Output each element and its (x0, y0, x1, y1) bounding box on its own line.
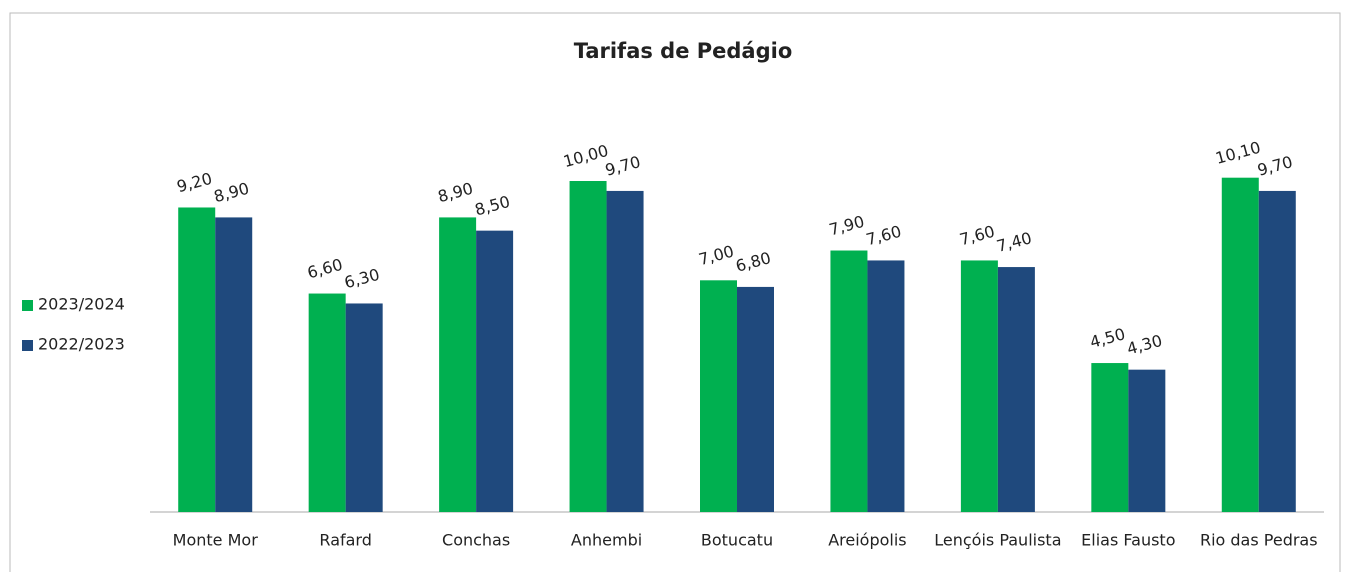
bar (476, 230, 514, 512)
x-tick-label: Areiópolis (828, 531, 906, 550)
bar (830, 250, 868, 512)
bar (569, 181, 607, 512)
x-tick-label: Elias Fausto (1081, 531, 1175, 550)
bar (345, 303, 383, 512)
x-tick-label: Rio das Pedras (1200, 531, 1318, 550)
legend-label: 2023/2024 (38, 295, 125, 314)
chart-title: Tarifas de Pedágio (574, 39, 793, 63)
bar (700, 280, 737, 512)
bar (215, 217, 253, 512)
bar (1128, 369, 1166, 512)
bar (737, 286, 774, 512)
bar (1091, 363, 1129, 512)
bar (1221, 177, 1259, 512)
bar (1258, 190, 1296, 512)
x-tick-label: Anhembi (571, 531, 642, 550)
bar (308, 293, 346, 512)
x-tick-label: Monte Mor (173, 531, 259, 550)
bar (960, 260, 998, 512)
legend-label: 2022/2023 (38, 335, 125, 354)
bar (439, 217, 477, 512)
bar (867, 260, 905, 512)
legend-swatch (22, 300, 33, 311)
x-tick-label: Conchas (442, 531, 510, 550)
legend-swatch (22, 340, 33, 351)
x-tick-label: Botucatu (701, 531, 773, 550)
bar (178, 207, 216, 513)
x-tick-label: Rafard (319, 531, 371, 550)
x-tick-label: Lençóis Paulista (934, 531, 1061, 550)
bar (997, 267, 1035, 512)
bar (606, 190, 644, 512)
